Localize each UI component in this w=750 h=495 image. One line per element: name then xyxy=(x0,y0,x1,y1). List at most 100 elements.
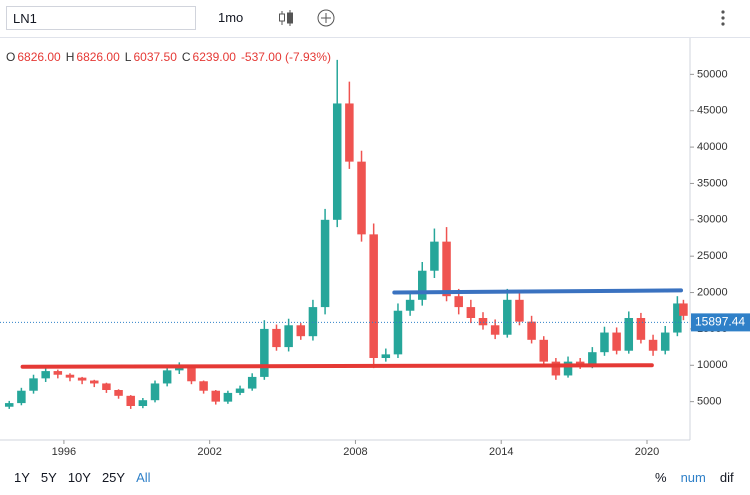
candle-body xyxy=(102,383,111,390)
interval-button[interactable]: 1mo xyxy=(218,10,244,25)
candle-body xyxy=(138,400,148,406)
candle-body xyxy=(624,318,634,351)
candle-body xyxy=(430,241,439,271)
candle-body xyxy=(369,234,378,358)
candle-body xyxy=(223,392,233,402)
range-button[interactable]: 25Y xyxy=(101,470,126,485)
candle-body xyxy=(660,332,670,351)
y-tick-label: 35000 xyxy=(697,177,728,189)
x-tick-label: 2008 xyxy=(343,446,367,458)
candle-body xyxy=(187,366,196,382)
candle-body xyxy=(296,325,306,337)
legend-value: 6826.00 xyxy=(17,50,61,64)
candle-body xyxy=(41,371,50,379)
legend-value: 6826.00 xyxy=(76,50,120,64)
candle-body xyxy=(320,219,330,308)
legend-key: O xyxy=(6,50,16,64)
last-price-tag xyxy=(691,313,750,332)
legend-value: -537.00 (-7.93%) xyxy=(240,50,331,64)
candle-body xyxy=(503,299,512,335)
candle-body xyxy=(381,354,391,358)
candle-body xyxy=(551,361,561,376)
candle-body xyxy=(679,303,688,316)
candle-body xyxy=(612,332,621,351)
candle-body xyxy=(588,352,597,366)
candle-body xyxy=(260,328,269,377)
legend-key: C xyxy=(181,50,191,64)
candle-body xyxy=(90,380,99,384)
candle-body xyxy=(29,378,38,391)
candle-body xyxy=(162,370,172,384)
candle-body xyxy=(150,383,160,401)
candle-body xyxy=(636,318,646,340)
candle-body xyxy=(527,321,536,340)
range-buttons: 1Y 5Y 10Y 25Y All xyxy=(14,470,162,485)
range-button[interactable]: 5Y xyxy=(40,470,57,485)
candle-body xyxy=(600,332,609,353)
candle-body xyxy=(199,381,208,391)
scale-button[interactable]: num xyxy=(680,470,706,485)
legend-value: 6239.00 xyxy=(192,50,236,64)
legend-value: 6037.50 xyxy=(133,50,177,64)
candle-body xyxy=(235,388,245,393)
y-tick-label: 5000 xyxy=(697,396,721,408)
scale-buttons: % num dif xyxy=(655,470,748,485)
last-price-label: 15897.44 xyxy=(695,315,745,329)
candle-body xyxy=(4,403,14,407)
candle-body xyxy=(211,390,220,402)
candle-body xyxy=(284,325,293,348)
candle-body xyxy=(77,377,87,381)
candle-body xyxy=(515,299,524,322)
x-tick-label: 1996 xyxy=(52,446,76,458)
candle-body xyxy=(454,296,463,308)
ohlc-legend: O 6826.00 H 6826.00 L 6037.50 C 6239.00 -537.00 … xyxy=(6,50,336,64)
x-tick-label: 2014 xyxy=(489,446,513,458)
candle-body xyxy=(442,241,451,297)
candle-body xyxy=(466,307,476,318)
candle-body xyxy=(357,161,366,235)
chart-type-icon[interactable] xyxy=(276,8,296,28)
y-tick-label: 25000 xyxy=(697,250,728,262)
candle-body xyxy=(490,325,500,335)
candle-body xyxy=(393,310,403,355)
menu-icon[interactable] xyxy=(716,8,730,28)
candle-body xyxy=(53,371,63,375)
trend-line xyxy=(20,363,654,369)
legend-key: L xyxy=(124,50,132,64)
candle-body xyxy=(539,339,548,362)
candle-body xyxy=(345,103,354,162)
candle-body xyxy=(308,307,318,337)
candle-body xyxy=(673,303,682,333)
legend-key: H xyxy=(65,50,75,64)
range-button[interactable]: 1Y xyxy=(14,470,30,485)
chart: 5000100001500020000250003000035000400004… xyxy=(0,38,750,458)
candle-body xyxy=(563,361,573,376)
trend-line xyxy=(392,288,684,295)
x-tick-label: 2002 xyxy=(197,446,221,458)
y-tick-label: 45000 xyxy=(697,105,728,117)
range-button[interactable]: 10Y xyxy=(67,470,91,485)
add-indicator-icon[interactable] xyxy=(316,8,336,28)
y-tick-label: 40000 xyxy=(697,141,728,153)
candle-body xyxy=(17,390,26,404)
scale-button[interactable]: % xyxy=(655,470,667,485)
candle-body xyxy=(175,366,184,371)
candle-body xyxy=(272,328,281,348)
y-tick-label: 50000 xyxy=(697,68,728,80)
range-button[interactable]: All xyxy=(136,470,151,485)
candle-body xyxy=(65,374,75,378)
y-tick-label: 10000 xyxy=(697,359,728,371)
candle-body xyxy=(247,376,257,389)
toolbar: LN1 1mo xyxy=(0,0,750,38)
candle-body xyxy=(332,103,342,220)
candle-body xyxy=(114,390,123,396)
candle-body xyxy=(478,318,488,326)
candle-body xyxy=(405,299,415,311)
scale-button[interactable]: dif xyxy=(719,470,734,485)
y-tick-label: 20000 xyxy=(697,286,728,298)
symbol-input[interactable]: LN1 xyxy=(6,6,196,30)
y-tick-label: 30000 xyxy=(697,214,728,226)
candle-body xyxy=(648,339,658,351)
candle-body xyxy=(418,270,427,300)
